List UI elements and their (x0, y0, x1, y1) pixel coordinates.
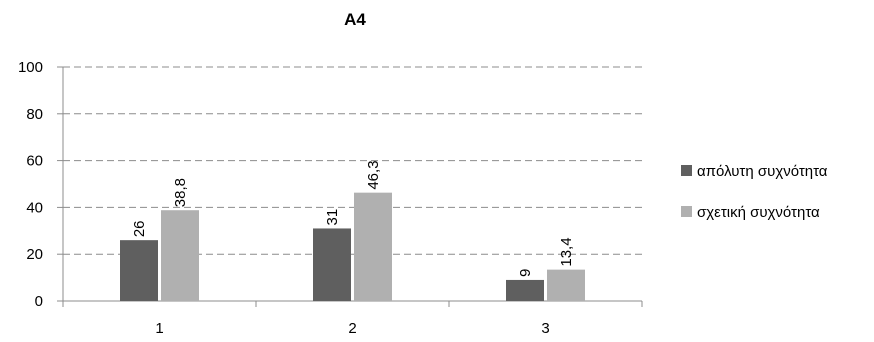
legend-swatch (681, 165, 692, 176)
bar-series-2-cat-1 (161, 210, 199, 301)
bar-series-2-cat-3 (547, 269, 585, 301)
legend-label: σχετική συχνότητα (697, 204, 820, 221)
data-label: 9 (517, 269, 534, 277)
y-tick-label: 80 (26, 106, 43, 123)
bar-series-1-cat-1 (120, 240, 158, 301)
data-label: 31 (324, 209, 341, 226)
legend: απόλυτη συχνότητα σχετική συχνότητα (681, 163, 828, 221)
bar-series-1-cat-3 (506, 279, 544, 301)
data-label: 26 (131, 220, 148, 237)
y-axis-ticks: 0 20 40 60 80 100 (18, 59, 642, 310)
bar-series-2-cat-2 (354, 192, 392, 301)
y-tick-label: 20 (26, 246, 43, 263)
x-axis-ticks: 1 2 3 (62, 301, 643, 337)
bar-series-1-cat-2 (313, 228, 351, 301)
chart-title: A4 (344, 10, 366, 29)
data-label: 46,3 (365, 160, 382, 189)
x-tick-label: 3 (541, 320, 549, 337)
y-tick-label: 100 (18, 59, 43, 76)
data-label: 13,4 (558, 237, 575, 266)
legend-swatch (681, 206, 692, 217)
y-tick-label: 0 (35, 293, 43, 310)
x-tick-label: 2 (348, 320, 356, 337)
data-label: 38,8 (172, 178, 189, 207)
y-tick-label: 60 (26, 153, 43, 170)
y-tick-label: 40 (26, 199, 43, 216)
bars: 26 38,8 31 46,3 9 13,4 (120, 160, 585, 301)
legend-label: απόλυτη συχνότητα (697, 163, 828, 180)
x-tick-label: 1 (155, 320, 163, 337)
grid-lines (63, 66, 642, 255)
